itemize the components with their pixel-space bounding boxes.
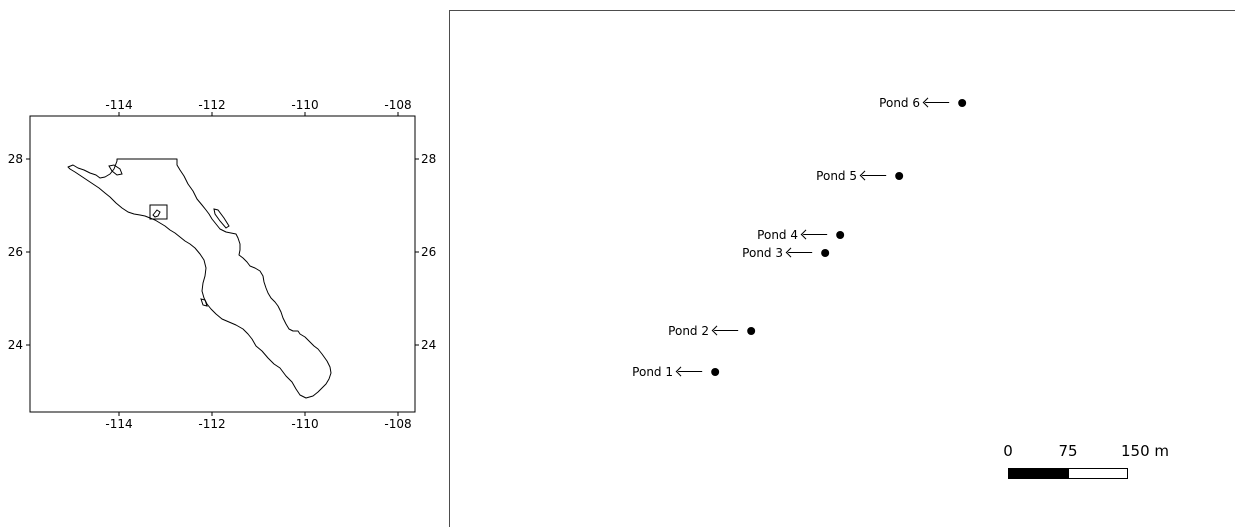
pond-point-icon bbox=[747, 327, 755, 335]
lon-tick-label-top: -110 bbox=[291, 98, 318, 112]
study-area-feature bbox=[152, 209, 161, 218]
scale-bar-tick-label: 75 bbox=[1058, 442, 1078, 460]
lat-tick-label-right: 26 bbox=[421, 245, 436, 259]
pond-label: Pond 4 bbox=[757, 228, 798, 242]
scale-bar-segment-white bbox=[1068, 468, 1128, 479]
lon-tick-label-bottom: -114 bbox=[105, 417, 132, 431]
scale-bar-segment-black bbox=[1008, 468, 1068, 479]
arrow-left-icon bbox=[676, 367, 702, 377]
overview-map: -114 -112 -110 -108 -114 -112 -110 -108 … bbox=[8, 98, 437, 431]
lat-tick-label-left: 28 bbox=[8, 152, 23, 166]
pond-point-icon bbox=[821, 249, 829, 257]
lon-tick-label-bottom: -108 bbox=[384, 417, 411, 431]
pond-point-icon bbox=[836, 231, 844, 239]
lon-tick-label-top: -108 bbox=[384, 98, 411, 112]
study-area-box bbox=[149, 204, 168, 220]
overview-map-frame bbox=[29, 115, 416, 413]
lat-ticks-right: 28 26 24 bbox=[415, 152, 436, 352]
pond-point-icon bbox=[711, 368, 719, 376]
pond-label: Pond 2 bbox=[668, 324, 709, 338]
lat-tick-label-left: 26 bbox=[8, 245, 23, 259]
arrow-left-icon bbox=[712, 326, 738, 336]
arrow-left-icon bbox=[923, 98, 949, 108]
arrow-left-icon bbox=[801, 230, 827, 240]
pond-marker-3: Pond 3 bbox=[742, 245, 829, 261]
lat-tick-label-right: 28 bbox=[421, 152, 436, 166]
lon-tick-label-bottom: -110 bbox=[291, 417, 318, 431]
peninsula-coastline bbox=[67, 158, 332, 399]
lon-tick-label-top: -114 bbox=[105, 98, 132, 112]
pacific-island bbox=[200, 298, 208, 307]
scale-bar-tick-label: 0 bbox=[1003, 442, 1013, 460]
pond-label: Pond 3 bbox=[742, 246, 783, 260]
pond-label: Pond 6 bbox=[879, 96, 920, 110]
pond-marker-1: Pond 1 bbox=[632, 364, 719, 380]
lon-tick-label-bottom: -112 bbox=[198, 417, 225, 431]
lat-ticks-left: 28 26 24 bbox=[8, 152, 30, 352]
pond-marker-2: Pond 2 bbox=[668, 323, 755, 339]
pond-point-icon bbox=[958, 99, 966, 107]
scale-bar-tick-label: 150 m bbox=[1120, 442, 1170, 460]
pond-point-icon bbox=[895, 172, 903, 180]
detail-map-panel bbox=[449, 10, 1235, 527]
arrow-left-icon bbox=[860, 171, 886, 181]
pond-marker-6: Pond 6 bbox=[879, 95, 966, 111]
lon-tick-label-top: -112 bbox=[198, 98, 225, 112]
scale-bar: 0 75 150 m bbox=[1003, 442, 1170, 482]
lagoon-north bbox=[108, 164, 123, 176]
pond-marker-4: Pond 4 bbox=[757, 227, 844, 243]
lat-tick-label-left: 24 bbox=[8, 338, 23, 352]
gulf-island bbox=[213, 208, 230, 229]
lat-tick-label-right: 24 bbox=[421, 338, 436, 352]
lon-ticks-top: -114 -112 -110 -108 bbox=[105, 98, 412, 116]
lon-ticks-bottom: -114 -112 -110 -108 bbox=[105, 412, 412, 431]
pond-label: Pond 1 bbox=[632, 365, 673, 379]
arrow-left-icon bbox=[786, 248, 812, 258]
pond-label: Pond 5 bbox=[816, 169, 857, 183]
pond-marker-5: Pond 5 bbox=[816, 168, 903, 184]
